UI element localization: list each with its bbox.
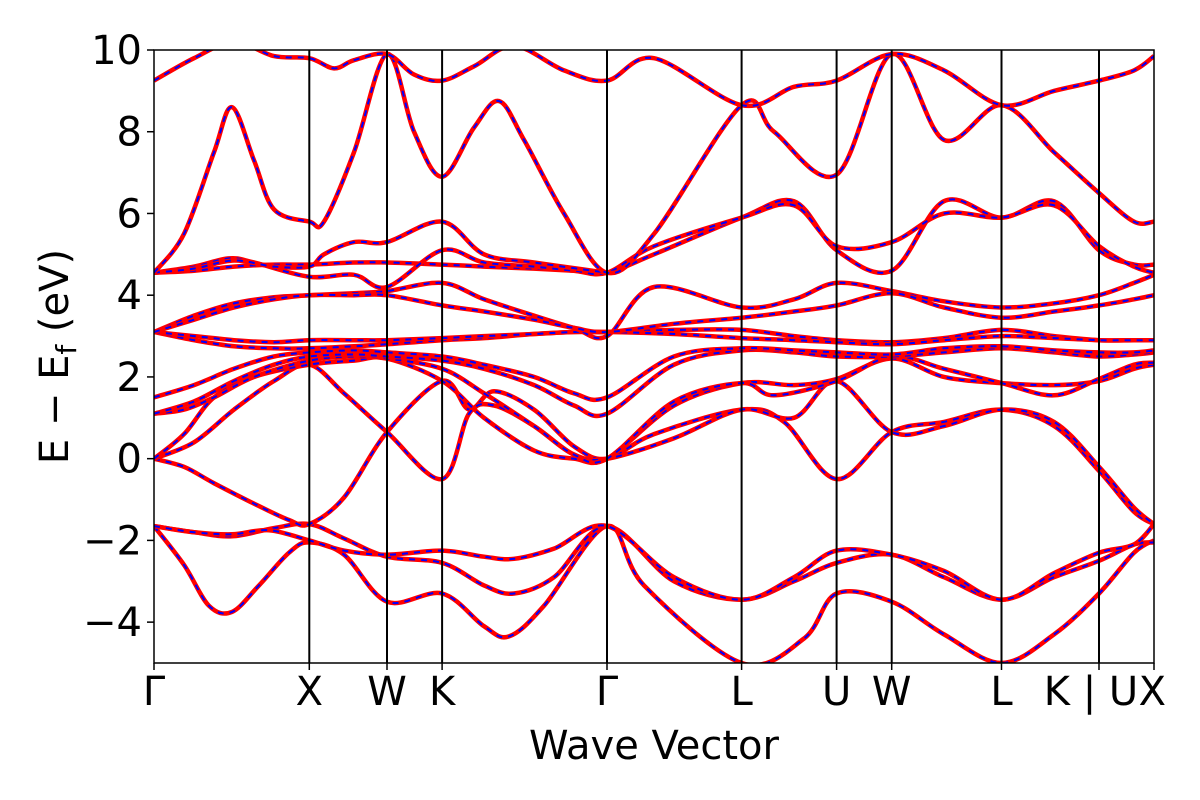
x-tick-label: K | U <box>1044 669 1138 715</box>
x-tick-label: W <box>872 669 912 715</box>
band-line-2 <box>154 522 1154 602</box>
x-tick-label: U <box>822 669 851 715</box>
x-tick-label: X <box>296 669 323 715</box>
plot-frame <box>153 49 1155 664</box>
y-axis-label-subscript: f <box>50 344 83 355</box>
x-tick-label: Γ <box>596 669 619 715</box>
x-tick-label: L <box>990 669 1013 715</box>
y-tick-label: −2 <box>83 518 142 564</box>
band-line-17 <box>154 50 1154 109</box>
y-tick-label: 0 <box>117 437 142 483</box>
band-line-overlay-2 <box>154 523 1154 601</box>
kpoint-lines <box>308 50 1100 663</box>
band-line-overlay-4 <box>154 363 1154 525</box>
band-line-overlay-3 <box>154 379 1154 527</box>
band-line-0 <box>154 523 1154 663</box>
y-tick-label: 10 <box>91 28 142 74</box>
band-line-3 <box>154 378 1154 528</box>
x-tick-label: K <box>429 669 457 715</box>
y-axis-label: E − Ef (eV) <box>32 249 83 464</box>
band-line-overlay-10 <box>154 330 1154 346</box>
y-axis-ticks: 10 8 6 4 2 0 −2 −4 <box>83 28 154 646</box>
series-layer <box>154 50 1154 663</box>
y-tick-label: 2 <box>117 355 142 401</box>
x-tick-label: X <box>1139 669 1166 715</box>
band-line-overlay-11 <box>154 273 1154 340</box>
y-tick-label: −4 <box>83 600 142 646</box>
band-line-overlay-17 <box>154 50 1154 107</box>
band-line-10 <box>154 329 1154 347</box>
band-line-overlay-8 <box>154 345 1154 401</box>
y-tick-label: 4 <box>117 273 142 319</box>
y-tick-label: 8 <box>117 110 142 156</box>
band-line-overlay-9 <box>154 328 1154 350</box>
band-line-15 <box>154 219 608 275</box>
band-line-overlay-16 <box>154 53 1154 275</box>
band-line-overlay-12 <box>154 292 1154 334</box>
y-tick-label: 6 <box>117 191 142 237</box>
x-tick-label: L <box>730 669 753 715</box>
x-tick-label: W <box>367 669 407 715</box>
y-axis-label-unit: (eV) <box>32 249 78 345</box>
band-line-overlay-14 <box>154 203 1154 289</box>
x-tick-label: Γ <box>143 669 166 715</box>
x-axis-label: Wave Vector <box>529 723 780 769</box>
band-line-8 <box>154 343 1154 403</box>
band-line-overlay-6 <box>154 355 1154 464</box>
band-line-16 <box>154 51 1154 276</box>
y-axis-label-main: E − E <box>32 355 78 465</box>
band-line-overlay-15 <box>154 220 608 274</box>
